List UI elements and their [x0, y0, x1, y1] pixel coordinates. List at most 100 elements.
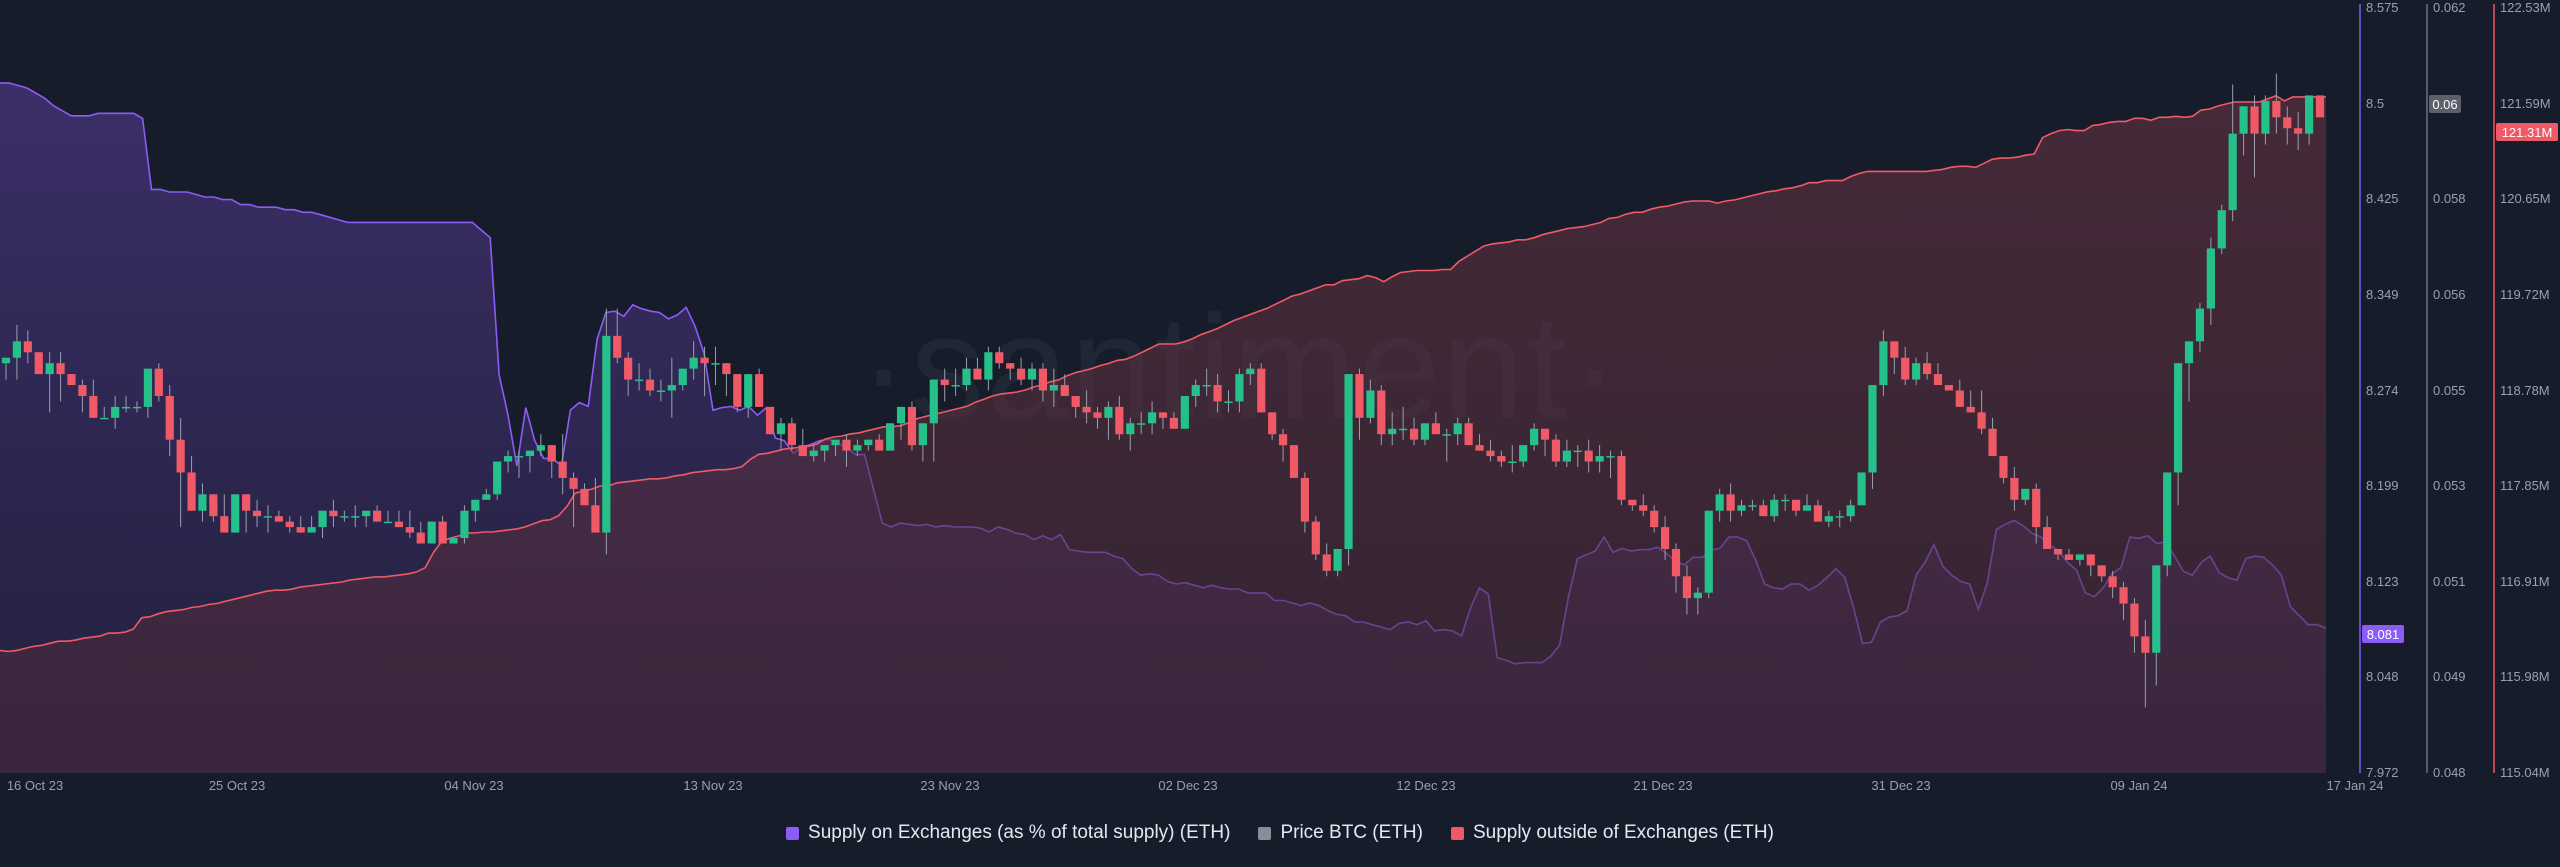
candle: [2304, 95, 2314, 145]
candle-body: [765, 406, 775, 435]
candle: [1202, 368, 1211, 396]
candle: [143, 368, 152, 418]
left-axis-tick-label: 8.123: [2366, 574, 2399, 589]
candle: [1333, 548, 1342, 577]
x-tick-label: 04 Nov 23: [444, 778, 503, 793]
current-supply-on-label: 8.081: [2367, 627, 2400, 642]
candle: [2272, 73, 2281, 134]
candle-body: [1224, 401, 1233, 403]
candle: [274, 510, 283, 522]
x-tick-label: 25 Oct 23: [209, 778, 265, 793]
candle-body: [2304, 95, 2314, 134]
candle-body: [896, 406, 906, 424]
candle-body: [285, 521, 294, 528]
candle: [285, 516, 294, 533]
candle-body: [1137, 423, 1146, 425]
candle-body: [1671, 548, 1681, 577]
legend-item-supply-on-exchanges[interactable]: Supply on Exchanges (as % of total suppl…: [786, 822, 1230, 844]
candle: [2075, 554, 2084, 566]
candle: [875, 434, 884, 451]
candle-body: [1060, 385, 1069, 396]
candle-body: [1399, 428, 1408, 431]
candle: [176, 417, 185, 528]
candle-body: [2053, 548, 2063, 555]
legend-item-price-btc[interactable]: Price BTC (ETH): [1258, 822, 1423, 844]
candle-body: [2272, 100, 2281, 118]
candle-body: [645, 379, 655, 391]
candle: [896, 406, 906, 440]
candle-body: [809, 450, 818, 457]
candle: [995, 346, 1004, 369]
candle-body: [318, 510, 327, 528]
candle: [645, 368, 655, 396]
candle-body: [1213, 385, 1222, 402]
candle: [1606, 450, 1615, 478]
candle: [394, 510, 404, 528]
candle-body: [1726, 494, 1735, 511]
candle-body: [1257, 368, 1266, 413]
candle-body: [1508, 461, 1517, 464]
legend-item-supply-outside[interactable]: Supply outside of Exchanges (ETH): [1450, 822, 1774, 844]
candle-body: [1180, 395, 1189, 429]
candle: [1464, 417, 1473, 446]
candle: [1715, 488, 1724, 522]
candle: [1628, 499, 1637, 511]
candle: [1562, 439, 1571, 467]
candle: [798, 428, 807, 457]
supply-outside-line: [0, 94, 2326, 653]
candle-body: [1540, 428, 1550, 440]
candle: [187, 456, 196, 511]
candle: [1661, 516, 1670, 560]
candle-body: [1300, 477, 1309, 522]
candle: [1235, 368, 1244, 413]
candle-body: [820, 445, 829, 451]
candle: [220, 494, 229, 533]
candle-body: [1027, 368, 1037, 380]
candle-body: [1006, 363, 1015, 369]
candle: [34, 352, 43, 375]
candle: [525, 450, 535, 473]
candle: [111, 395, 120, 429]
candle-body: [1595, 456, 1604, 462]
candle-body: [1093, 412, 1102, 418]
candle-body: [2228, 133, 2237, 211]
candle-body: [362, 510, 371, 517]
legend-label-price-btc: Price BTC (ETH): [1280, 822, 1423, 843]
candle-body: [2043, 527, 2052, 549]
candle-body: [1344, 374, 1353, 549]
mid-axis-tick-label: 0.053: [2433, 478, 2466, 493]
candle-body: [558, 461, 567, 478]
right-axis-tick-label: 115.98M: [2500, 669, 2550, 684]
candle: [449, 538, 458, 544]
candle: [2294, 111, 2303, 151]
candle-body: [2239, 106, 2248, 134]
candle-body: [1278, 434, 1288, 446]
candle: [733, 374, 742, 413]
candle: [1, 357, 11, 380]
candle: [1999, 456, 2008, 484]
candle: [2064, 548, 2074, 560]
right-axis-tick-label: 119.72M: [2500, 287, 2550, 302]
left-axis-tick-label: 8.048: [2366, 669, 2399, 684]
mid-axis-tick-label: 0.049: [2433, 669, 2466, 684]
candle: [1060, 374, 1069, 396]
candle: [678, 368, 687, 391]
candle-body: [864, 439, 873, 446]
left-axis-tick-label: 8.575: [2366, 0, 2399, 15]
candle-body: [2195, 308, 2205, 342]
candle: [427, 521, 436, 544]
candle: [1147, 401, 1157, 435]
legend-label-supply-outside: Supply outside of Exchanges (ETH): [1472, 822, 1774, 843]
candle: [667, 357, 676, 418]
current-supply-on-label-bg: [2362, 625, 2404, 643]
candle: [853, 439, 862, 457]
candle-body: [2283, 117, 2292, 129]
candle: [2032, 483, 2041, 544]
candle-body: [1126, 423, 1135, 435]
legend-swatch-red: [1450, 826, 1464, 840]
candle-body: [1791, 499, 1801, 511]
left-axis-tick-label: 8.199: [2366, 478, 2399, 493]
candle-body: [744, 374, 753, 407]
candle-body: [2097, 565, 2106, 577]
